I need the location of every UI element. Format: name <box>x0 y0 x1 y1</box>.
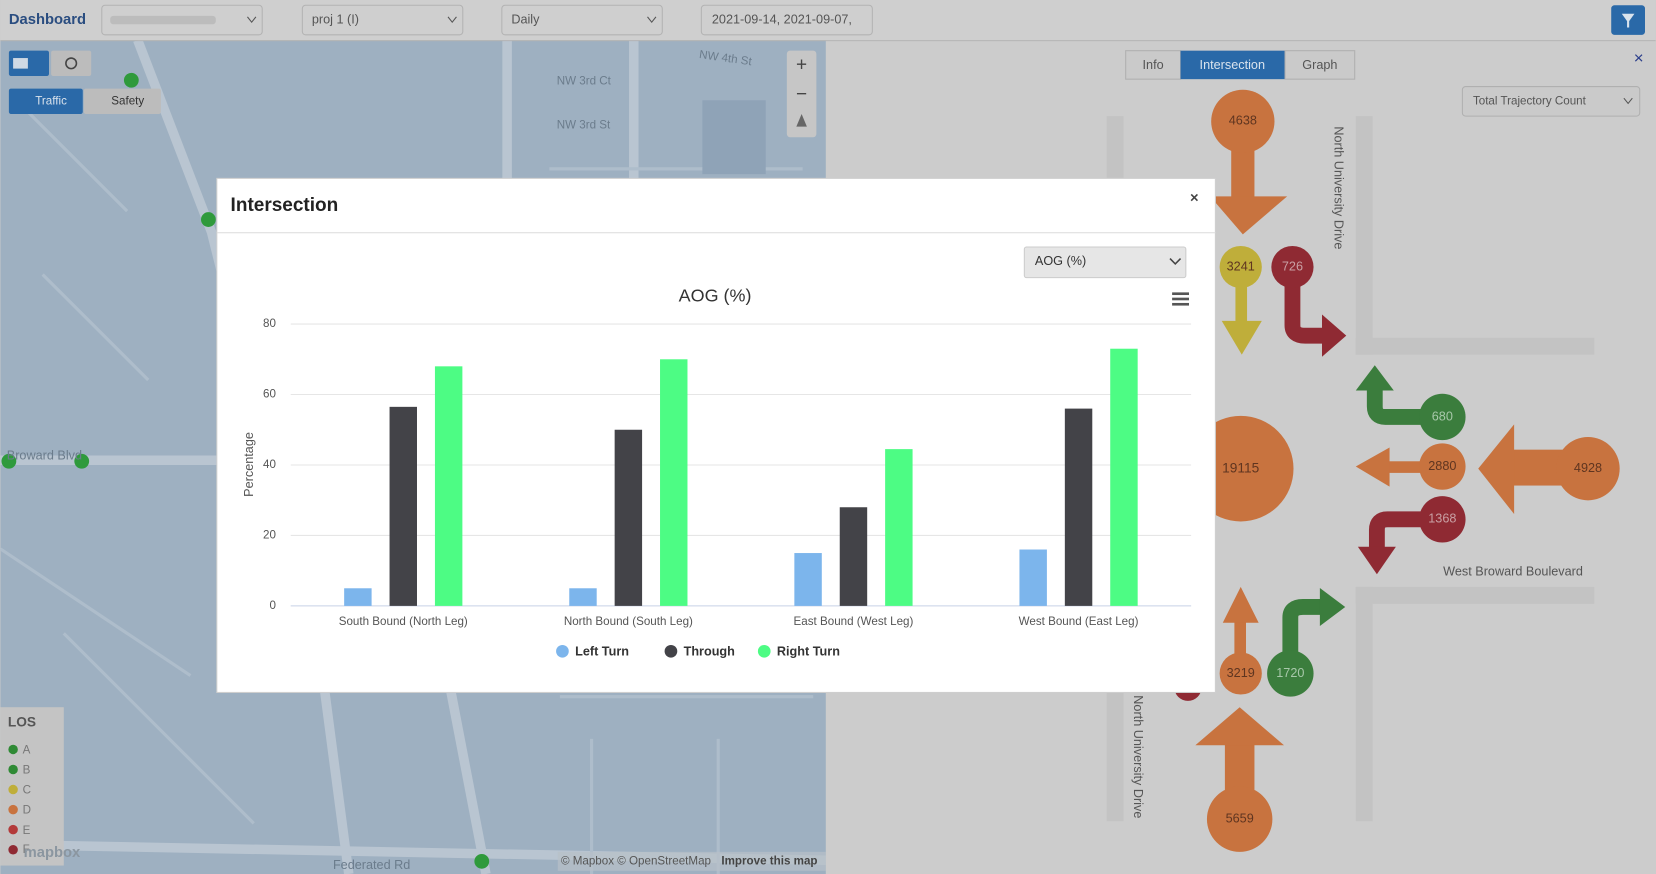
y-tick-label: 0 <box>269 599 275 612</box>
bar <box>885 449 913 606</box>
los-title: LOS <box>8 715 36 730</box>
street-label: North University Drive <box>1131 695 1145 818</box>
modal-title: Intersection <box>231 195 339 216</box>
legend-marker <box>664 644 678 658</box>
bar <box>434 366 463 606</box>
street-label: NW 3rd St <box>557 119 611 132</box>
project-select[interactable] <box>301 4 464 36</box>
tab[interactable]: Graph <box>1302 58 1337 72</box>
date-input[interactable] <box>700 4 873 36</box>
street-label: Broward Blvd <box>7 448 82 462</box>
measure-label: AOG (%) <box>1035 254 1086 268</box>
y-tick-label: 40 <box>263 458 276 471</box>
movement-count: 5659 <box>1226 811 1254 825</box>
project-label: proj 1 (I) <box>312 12 359 26</box>
movement-count: 2880 <box>1428 459 1456 473</box>
los-level: E <box>23 824 31 837</box>
legend-label: Through <box>684 645 735 659</box>
movement-count: 4928 <box>1574 461 1602 475</box>
brand[interactable]: Dashboard <box>9 12 86 28</box>
x-tick-label: South Bound (North Leg) <box>339 615 468 628</box>
improve-map-link[interactable]: Improve this map <box>721 854 817 867</box>
los-level: D <box>23 804 31 817</box>
traffic-label: Traffic <box>35 94 67 107</box>
safety-button[interactable] <box>83 88 161 114</box>
panel-close[interactable]: × <box>1634 49 1644 68</box>
movement-count: 19115 <box>1222 460 1260 475</box>
bar <box>1064 408 1093 606</box>
bar <box>1019 549 1047 606</box>
bar <box>389 406 417 606</box>
y-tick-label: 80 <box>263 317 276 330</box>
chart-title: AOG (%) <box>679 285 752 305</box>
bar <box>344 588 372 606</box>
tab-active[interactable]: Intersection <box>1200 58 1265 72</box>
bar <box>569 588 597 606</box>
globe-view-button[interactable] <box>51 50 92 76</box>
chart-menu[interactable] <box>1172 292 1189 306</box>
x-tick-label: North Bound (South Leg) <box>564 615 693 628</box>
modal: Intersection × AOG (%) AOG (%) Percentag… <box>216 177 1216 693</box>
y-tick-label: 60 <box>263 388 276 401</box>
movement-count: 726 <box>1282 259 1303 273</box>
los-level: C <box>23 784 31 797</box>
bar <box>839 507 868 606</box>
interval-select[interactable] <box>501 4 663 36</box>
measure-select[interactable] <box>1023 246 1187 279</box>
y-axis-label: Percentage <box>242 432 256 497</box>
movement-count: 1720 <box>1276 666 1304 680</box>
street-label: West Broward Boulevard <box>1443 564 1583 578</box>
y-tick-label: 20 <box>263 528 276 541</box>
modal-close[interactable]: × <box>1190 190 1199 206</box>
movement-count: 3219 <box>1227 666 1255 680</box>
los-level: F <box>23 843 30 856</box>
safety-label: Safety <box>111 94 144 107</box>
zoom-control <box>786 50 817 138</box>
bar <box>660 359 688 606</box>
compass[interactable] <box>796 114 807 127</box>
bar <box>794 553 822 606</box>
legend-marker <box>556 644 569 658</box>
street-label: North University Drive <box>1331 126 1345 249</box>
date-label: 2021-09-14, 2021-09-07, <box>712 12 852 26</box>
zoom-in[interactable]: + <box>796 54 807 75</box>
mapbox-logo: mapbox <box>24 845 81 861</box>
zoom-out[interactable]: − <box>796 84 807 105</box>
movement-count: 3241 <box>1227 259 1255 273</box>
metric-label: Total Trajectory Count <box>1473 94 1587 107</box>
bar <box>1110 348 1138 606</box>
movement-count: 1368 <box>1428 512 1456 526</box>
legend-label: Left Turn <box>575 645 629 659</box>
bar <box>614 429 643 606</box>
los-level: A <box>23 744 31 757</box>
header: Dashboard proj 1 (I) Daily 2021-09-14, 2… <box>0 0 1656 42</box>
movement-count: 4638 <box>1229 114 1257 128</box>
chart: 0 20 40 60 80 South Bound (North Leg) North Bo… <box>263 317 1192 659</box>
street-label: Federated Rd <box>333 858 410 872</box>
legend-label: Right Turn <box>777 645 840 659</box>
legend-marker <box>757 644 771 658</box>
x-tick-label: West Bound (East Leg) <box>1019 615 1139 628</box>
los-level: B <box>23 764 31 777</box>
attribution: © Mapbox © OpenStreetMap <box>561 854 711 867</box>
map-view-button[interactable] <box>8 50 49 76</box>
street-label: NW 3rd Ct <box>557 74 612 87</box>
interval-label: Daily <box>511 12 540 26</box>
traffic-button[interactable] <box>8 88 83 114</box>
x-tick-label: East Bound (West Leg) <box>794 615 914 628</box>
movement-count: 680 <box>1432 409 1453 423</box>
metric-select[interactable] <box>1461 86 1641 117</box>
tab[interactable]: Info <box>1143 58 1164 72</box>
